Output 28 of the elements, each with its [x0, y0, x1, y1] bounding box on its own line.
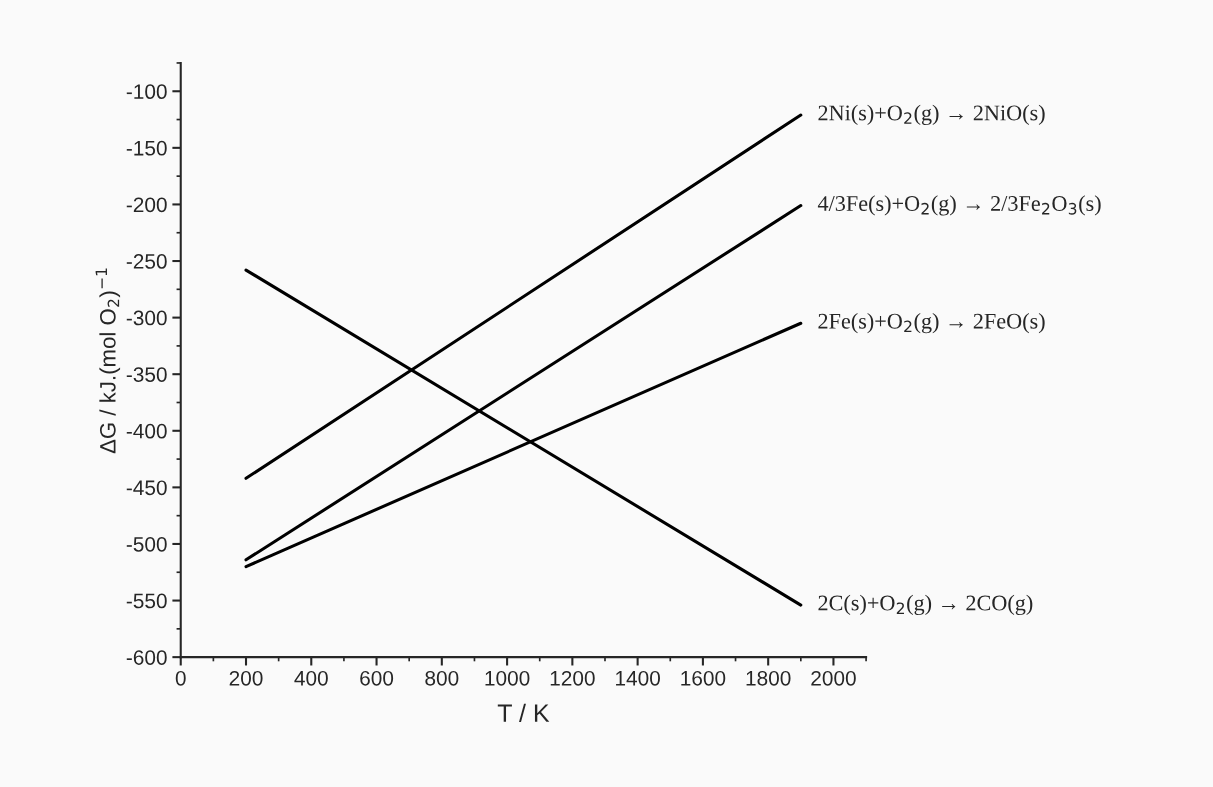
- x-tick-label: 2000: [811, 670, 856, 686]
- x-axis-title: T / K: [497, 703, 550, 723]
- series-label: 2C(s)+O$_{2}$(g) → 2CO(g): [818, 594, 1033, 616]
- x-tick-label: 800: [425, 670, 459, 686]
- y-tick-label: -350: [126, 367, 167, 382]
- y-tick-label: -250: [126, 254, 167, 269]
- y-tick-label: -100: [126, 84, 167, 100]
- y-tick-label: -150: [126, 140, 167, 156]
- x-tick-label: 600: [360, 670, 394, 686]
- series-label: 2Fe(s)+O$_{2}$(g) → 2FeO(s): [818, 313, 1045, 334]
- y-tick-label: -550: [126, 593, 167, 609]
- x-tick-label: 1800: [746, 670, 791, 686]
- y-tick-label: -200: [126, 197, 167, 213]
- series-label: 4/3Fe(s)+O$_{2}$(g) → 2/3Fe$_{2}$O$_{3}$(s): [817, 195, 1101, 216]
- x-tick-label: 1000: [485, 670, 530, 686]
- y-tick-label: -600: [126, 650, 167, 665]
- x-tick-label: 0: [175, 670, 186, 686]
- x-tick-label: 1400: [616, 670, 660, 686]
- x-tick-label: 200: [229, 670, 263, 686]
- y-tick-label: -300: [126, 310, 167, 326]
- x-tick-label: 1600: [681, 670, 726, 686]
- series-label: 2Ni(s)+O$_{2}$(g) → 2NiO(s): [818, 104, 1045, 126]
- y-tick-label: -500: [126, 536, 167, 552]
- y-tick-label: -450: [126, 480, 167, 496]
- y-tick-label: -400: [126, 423, 167, 439]
- x-tick-label: 1200: [550, 670, 595, 686]
- x-tick-label: 400: [294, 670, 328, 686]
- y-axis-title: ΔG / kJ.(mol O$_{2}$)$^{−1}$: [95, 268, 121, 454]
